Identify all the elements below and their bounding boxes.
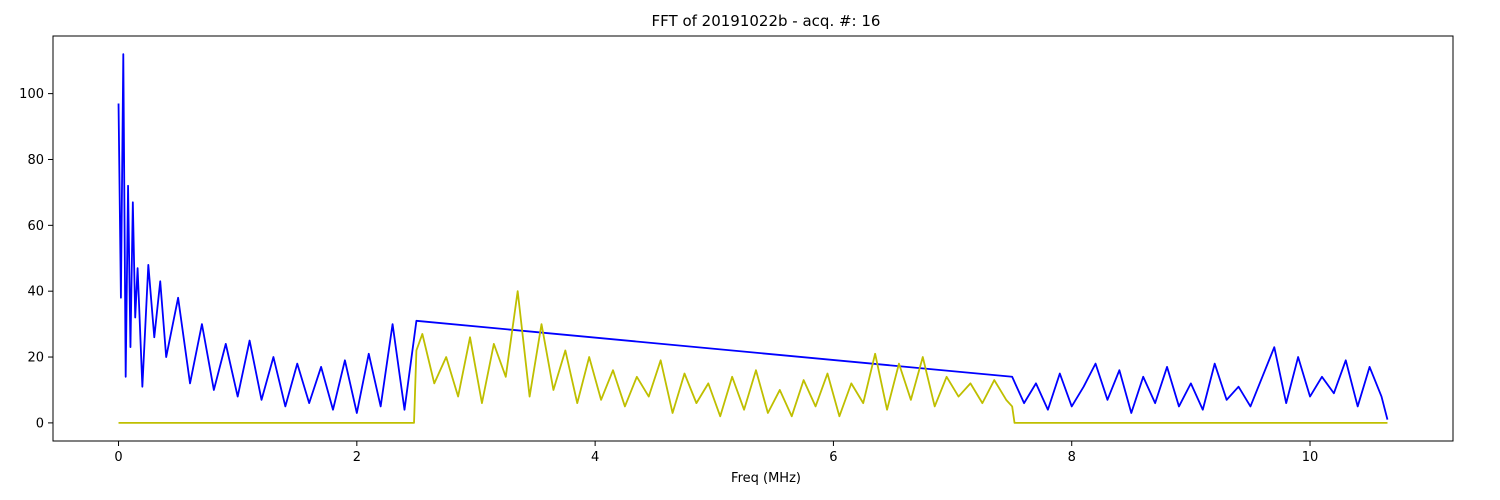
x-axis: 0 2 4 6 8 10	[114, 441, 1318, 465]
x-tick-label: 2	[353, 450, 361, 465]
x-tick-label: 6	[829, 450, 837, 465]
y-tick-label: 80	[27, 153, 44, 168]
y-tick-label: 60	[27, 219, 44, 234]
x-tick-label: 0	[114, 450, 122, 465]
y-tick-label: 0	[36, 416, 44, 431]
y-tick-label: 100	[19, 87, 44, 102]
x-tick-label: 10	[1302, 450, 1319, 465]
plot-area	[117, 53, 1389, 424]
plot-frame	[52, 35, 1454, 442]
chart-title: FFT of 20191022b - acq. #: 16	[652, 12, 881, 30]
series-line-1	[117, 53, 1389, 420]
x-tick-label: 8	[1068, 450, 1076, 465]
y-tick-label: 20	[27, 351, 44, 366]
x-axis-label: Freq (MHz)	[731, 471, 801, 486]
x-tick-label: 4	[591, 450, 599, 465]
y-tick-label: 40	[27, 285, 44, 300]
y-axis: 0 20 40 60 80 100	[19, 87, 53, 431]
series-line-2	[118, 290, 1388, 424]
